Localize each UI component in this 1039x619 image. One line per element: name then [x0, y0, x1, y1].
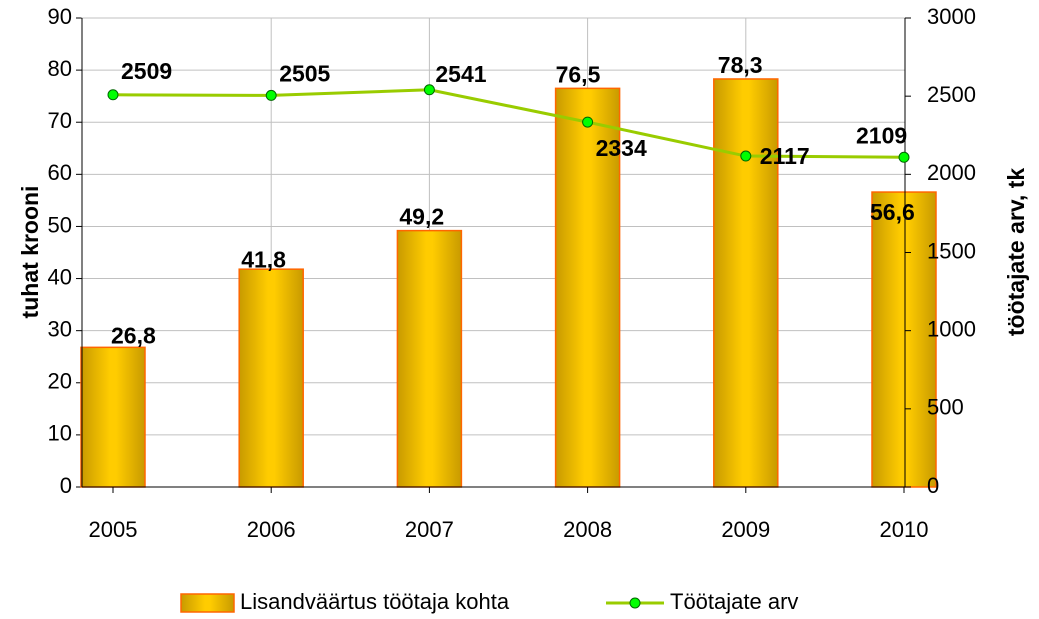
- legend-label: Lisandväärtus töötaja kohta: [240, 589, 510, 614]
- y-tick-label: 30: [48, 316, 72, 341]
- line: [112, 88, 905, 159]
- data-label: 78,3: [718, 52, 763, 78]
- x-tick-label: 2006: [247, 517, 296, 542]
- bar: [396, 229, 463, 488]
- data-label: 49,2: [399, 204, 444, 230]
- y-axis-title: tuhat krooni: [17, 186, 43, 319]
- plot-frame: [81, 17, 906, 488]
- data-label: 26,8: [111, 322, 156, 348]
- y2-tick-label: 0: [927, 473, 939, 498]
- legend-swatch: [180, 593, 235, 613]
- y-tick-label: 40: [48, 264, 72, 289]
- line-marker: [423, 84, 435, 96]
- data-label: 41,8: [241, 246, 286, 272]
- x-tick-label: 2007: [405, 517, 454, 542]
- bar: [871, 191, 937, 488]
- data-label: 2541: [435, 61, 486, 87]
- y2-tick-label: 1000: [927, 316, 976, 341]
- bar: [80, 346, 146, 488]
- y2-tick-label: 3000: [927, 4, 976, 29]
- y-tick-label: 90: [48, 4, 72, 29]
- line-marker: [265, 89, 277, 101]
- line-marker: [582, 116, 594, 128]
- x-tick-label: 2009: [721, 517, 770, 542]
- legend-label: Töötajate arv: [670, 589, 798, 614]
- y-tick-label: 10: [48, 421, 72, 446]
- line-marker: [107, 89, 119, 101]
- bar: [554, 87, 621, 488]
- y2-tick-label: 1500: [927, 238, 976, 263]
- bar: [238, 268, 304, 488]
- bar: [713, 78, 779, 488]
- y-tick-label: 0: [60, 473, 72, 498]
- x-tick-label: 2010: [880, 517, 929, 542]
- y-tick-label: 80: [48, 56, 72, 81]
- y-tick-label: 50: [48, 212, 72, 237]
- line-marker: [740, 150, 752, 162]
- data-label: 2109: [856, 122, 907, 148]
- x-tick-label: 2005: [89, 517, 138, 542]
- data-label: 56,6: [870, 199, 915, 225]
- y2-axis-title: töötajate arv, tk: [1003, 168, 1029, 336]
- data-label: 76,5: [556, 61, 601, 87]
- y2-tick-label: 2500: [927, 82, 976, 107]
- y2-tick-label: 2000: [927, 160, 976, 185]
- x-tick-label: 2008: [563, 517, 612, 542]
- y-tick-label: 60: [48, 160, 72, 185]
- data-label: 2505: [279, 60, 330, 86]
- y2-tick-label: 500: [927, 395, 964, 420]
- line-marker: [898, 151, 910, 163]
- data-label: 2334: [596, 135, 647, 161]
- data-label: 2509: [121, 58, 172, 84]
- data-label: 2117: [760, 143, 810, 169]
- y-tick-label: 20: [48, 369, 72, 394]
- legend-marker: [629, 597, 641, 609]
- y-tick-label: 70: [48, 108, 72, 133]
